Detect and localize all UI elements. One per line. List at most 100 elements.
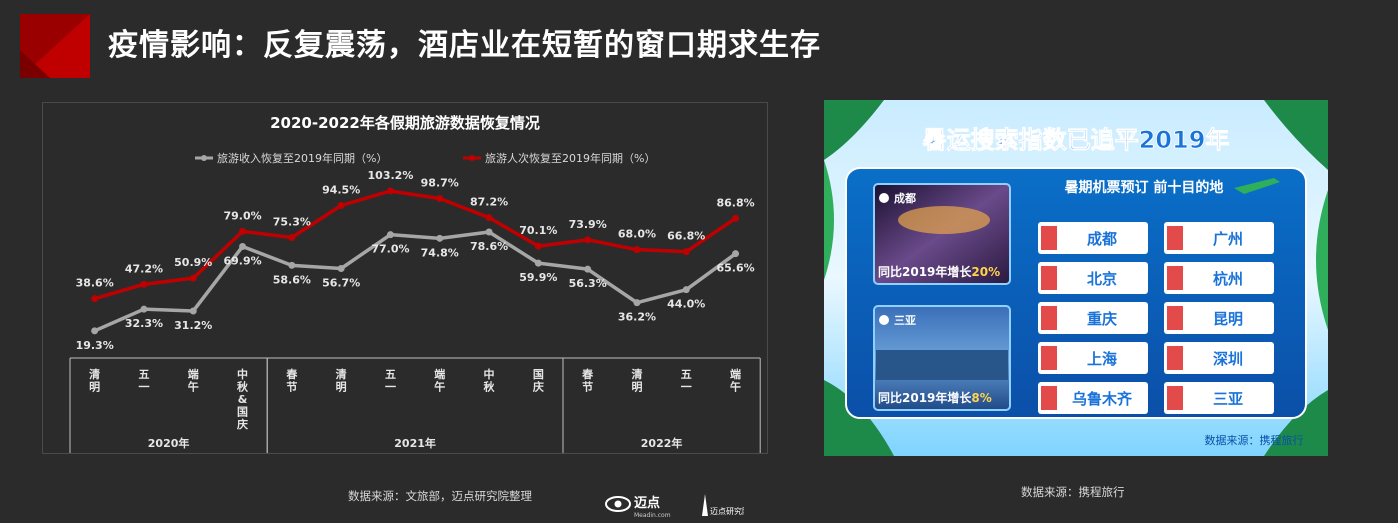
data-point	[633, 246, 641, 254]
chart-title: 2020-2022年各假期旅游数据恢复情况	[270, 114, 540, 132]
photo-card-sanya: 三亚 同比2019年增长8%	[873, 305, 1011, 411]
photo2-city: 三亚	[894, 314, 916, 327]
category-tick-label: 清明	[89, 367, 100, 394]
ticket-card: 三亚	[1164, 382, 1274, 414]
ticket-body	[1038, 222, 1148, 254]
ticket-body	[1038, 262, 1148, 294]
ticket-card: 成都	[1038, 222, 1148, 254]
meadin-logo-text: 迈点	[634, 495, 660, 511]
data-label: 47.2%	[125, 262, 163, 275]
data-point	[91, 295, 99, 303]
data-point	[633, 299, 641, 307]
data-point	[337, 265, 345, 272]
series-line-0	[93, 230, 737, 333]
category-tick-label: 端午	[434, 367, 445, 394]
category-tick-label: 春节	[286, 367, 298, 394]
data-label: 75.3%	[273, 216, 311, 229]
category-tick-label: 端午	[188, 367, 199, 394]
data-point	[534, 242, 542, 250]
data-label: 19.3%	[76, 339, 114, 352]
data-label: 58.6%	[273, 273, 311, 286]
data-point	[436, 234, 444, 242]
ticket-body	[1164, 302, 1274, 334]
eye-icon	[605, 496, 631, 512]
ctrip-infographic: 暑运搜索指数已追平2019年 暑期机票预订 前十目的地 成都 同比2019年增长…	[824, 100, 1328, 456]
ticket-card: 北京	[1038, 262, 1148, 294]
category-tick-label: 清明	[631, 367, 642, 394]
ticket-card: 重庆	[1038, 302, 1148, 334]
ticket-city: 成都	[1087, 230, 1117, 248]
chart-lines: 19.3% 32.3% 31.2% 69.9% 58.6% 56.7% 77.0% 74.8%…	[76, 169, 755, 352]
ticket-stub	[1167, 346, 1183, 370]
data-label: 56.7%	[322, 277, 360, 290]
data-point	[386, 187, 394, 195]
data-point	[189, 307, 197, 315]
line-chart: 2020-2022年各假期旅游数据恢复情况 旅游收入恢复至2019年同期（%） …	[69, 114, 761, 453]
ticket-body	[1038, 342, 1148, 374]
data-label: 79.0%	[223, 209, 261, 222]
data-point	[732, 250, 740, 258]
data-label: 31.2%	[174, 319, 212, 332]
ticket-city: 重庆	[1087, 310, 1117, 328]
ticket-stub	[1167, 266, 1183, 290]
category-tick-label: 中秋&国庆	[236, 367, 249, 431]
group-label: 2020年	[148, 436, 190, 450]
plane-icon	[1234, 178, 1280, 194]
data-label: 98.7%	[421, 177, 459, 190]
ticket-card: 上海	[1038, 342, 1148, 374]
data-label: 68.0%	[618, 228, 656, 241]
photo1-city: 成都	[894, 191, 916, 205]
page-title: 疫情影响：反复震荡，酒店业在短暂的窗口期求生存	[108, 28, 821, 63]
ticket-city: 杭州	[1213, 270, 1243, 288]
data-label: 73.9%	[569, 218, 607, 231]
data-label: 74.8%	[421, 246, 459, 259]
ticket-card: 乌鲁木齐	[1038, 382, 1148, 414]
photo-card-chengdu: 成都 同比2019年增长20%	[873, 183, 1011, 285]
ticket-stub	[1041, 346, 1057, 370]
photo1-caption: 同比2019年增长20%	[878, 264, 1000, 279]
category-tick-label: 清明	[336, 367, 347, 394]
research-logo: 迈点研究院	[702, 494, 744, 516]
data-point	[140, 280, 148, 288]
legend: 旅游收入恢复至2019年同期（%） 旅游人次恢复至2019年同期（%）	[195, 151, 655, 165]
data-label: 66.8%	[667, 230, 705, 243]
ticket-stub	[1041, 266, 1057, 290]
category-tick-label: 五一	[138, 368, 149, 394]
location-pin-icon	[879, 315, 889, 325]
corner-decoration	[20, 14, 90, 78]
ticket-city: 广州	[1213, 230, 1243, 248]
logos: 迈点 Meadin.com 迈点研究院	[605, 494, 744, 519]
panel-subtitle: 暑期机票预订 前十目的地	[1065, 179, 1224, 196]
right-source: 数据来源：携程旅行	[1021, 485, 1125, 499]
legend-label-visitors: 旅游人次恢复至2019年同期（%）	[485, 151, 655, 165]
category-tick-label: 五一	[385, 368, 396, 394]
category-tick-label: 中秋	[484, 367, 496, 394]
ticket-body	[1164, 382, 1274, 414]
ticket-city: 深圳	[1213, 350, 1243, 368]
ticket-card: 杭州	[1164, 262, 1274, 294]
ticket-stub	[1167, 386, 1183, 410]
data-point	[288, 261, 296, 269]
ticket-body	[1164, 262, 1274, 294]
legend-label-revenue: 旅游收入恢复至2019年同期（%）	[217, 151, 387, 165]
ticket-city: 北京	[1087, 270, 1117, 288]
legend-marker-visitors	[469, 155, 475, 161]
data-label: 78.6%	[470, 240, 508, 253]
ticket-city: 乌鲁木齐	[1072, 390, 1133, 408]
ticket-body	[1038, 382, 1148, 414]
ticket-stub	[1167, 306, 1183, 330]
category-axis: 2020年 2021年 2022年 清明 五一 端午 中秋&国庆 春节 清明 五一 端午 中秋 国庆 春节…	[69, 357, 761, 453]
panel-title: 暑运搜索指数已追平2019年	[923, 126, 1230, 154]
series-line-1	[94, 189, 737, 301]
data-point	[140, 305, 148, 313]
ticket-card: 昆明	[1164, 302, 1274, 334]
ticket-city: 三亚	[1213, 390, 1243, 408]
data-label: 56.3%	[569, 277, 607, 290]
photo2-caption: 同比2019年增长8%	[878, 390, 992, 405]
data-label: 38.6%	[76, 277, 114, 290]
data-label: 59.9%	[519, 271, 557, 284]
data-point	[288, 234, 296, 241]
category-tick-label: 端午	[730, 367, 741, 394]
data-point	[239, 243, 247, 250]
